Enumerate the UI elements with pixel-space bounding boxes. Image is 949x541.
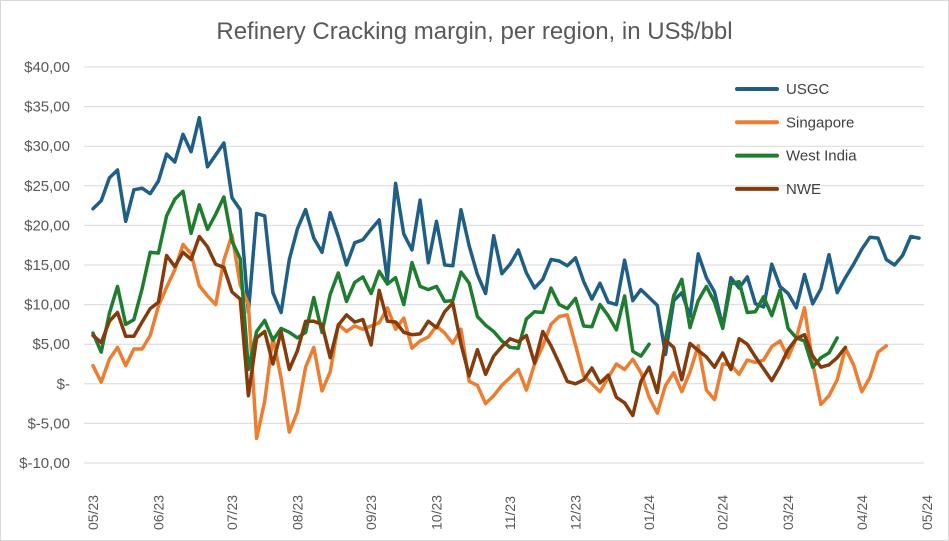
- legend-label: USGC: [786, 81, 830, 98]
- y-tick-label: $15,00: [24, 257, 70, 274]
- y-tick-label: $-10,00: [19, 455, 70, 472]
- y-tick-label: $35,00: [24, 99, 70, 116]
- y-axis-ticks: $-10,00 $-5,00 $- $5,00 $10,00 $15,00 $20,00 $2…: [19, 59, 70, 472]
- y-tick-label: $10,00: [24, 297, 70, 314]
- series-line-nwe: [91, 234, 848, 418]
- x-tick-label: 10/23: [428, 495, 444, 530]
- series-path: [91, 233, 889, 441]
- x-tick-label: 01/24: [641, 495, 657, 530]
- y-tick-label: $40,00: [24, 59, 70, 76]
- series-path: [91, 115, 921, 357]
- series-line-singapore: [91, 233, 889, 441]
- legend-label: Singapore: [786, 114, 854, 131]
- legend-label: NWE: [786, 181, 821, 198]
- x-tick-label: 12/23: [568, 495, 584, 530]
- series-line-west-india: [91, 189, 839, 372]
- x-tick-label: 04/24: [854, 495, 870, 530]
- series-lines: [91, 115, 921, 441]
- x-tick-label: 08/23: [289, 495, 305, 530]
- series-path: [91, 234, 848, 418]
- x-tick-label: 11/23: [502, 496, 518, 530]
- legend-label: West India: [786, 148, 857, 165]
- y-tick-label: $25,00: [24, 178, 70, 195]
- x-tick-label: 03/24: [780, 495, 796, 530]
- series-path: [663, 277, 839, 369]
- x-axis-ticks: 05/23 06/23 07/23 08/23 09/23 10/23 11/23 12/23…: [85, 495, 935, 530]
- y-tick-label: $30,00: [24, 138, 70, 155]
- x-tick-label: 07/23: [224, 495, 240, 530]
- x-tick-label: 05/23: [85, 495, 101, 530]
- legend: USGC Singapore West India NWE: [735, 81, 857, 198]
- y-tick-label: $5,00: [32, 336, 70, 353]
- series-line-usgc: [91, 115, 921, 357]
- series-path: [91, 189, 651, 372]
- x-tick-label: 09/23: [363, 495, 379, 530]
- x-tick-label: 06/23: [150, 495, 166, 530]
- y-tick-label: $20,00: [24, 217, 70, 234]
- y-tick-label: $-: [57, 376, 70, 393]
- x-tick-label: 02/24: [715, 495, 731, 530]
- y-tick-label: $-5,00: [27, 415, 70, 432]
- x-tick-label: 05/24: [919, 495, 935, 530]
- chart-title: Refinery Cracking margin, per region, in…: [216, 18, 733, 45]
